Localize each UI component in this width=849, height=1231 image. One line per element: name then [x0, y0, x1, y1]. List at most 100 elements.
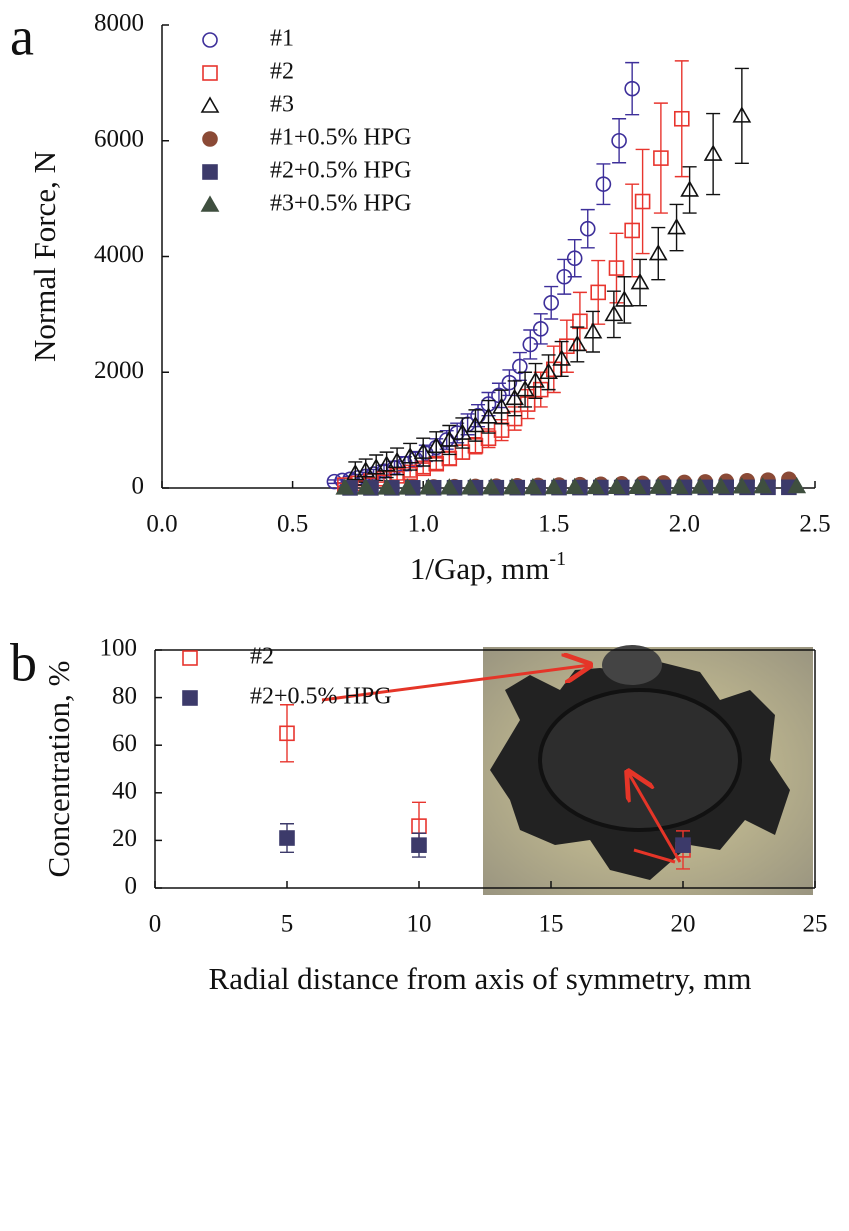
marker — [732, 477, 752, 494]
error-bar — [541, 354, 556, 391]
marker — [400, 447, 420, 464]
marker — [460, 478, 480, 495]
legend-label: #3+0.5% HPG — [270, 191, 412, 217]
error-bar — [625, 183, 640, 278]
x-axis-label: 1/Gap, mm-1 — [410, 548, 566, 587]
y-axis-label: Concentration, % — [41, 661, 76, 878]
marker — [583, 322, 603, 339]
marker — [572, 313, 588, 330]
error-bar — [570, 326, 585, 363]
error-bar — [507, 380, 522, 417]
error-bar — [523, 329, 538, 360]
x-axis-label: Radial distance from axis of symmetry, m… — [209, 961, 752, 996]
error-bar — [617, 276, 632, 324]
error-bar — [544, 285, 559, 320]
error-bar — [442, 424, 457, 456]
marker — [377, 478, 397, 495]
error-bar — [682, 166, 697, 214]
y-tick-label: 0 — [125, 873, 138, 900]
marker — [398, 478, 417, 495]
x-tick-label: 1.0 — [408, 511, 439, 538]
marker — [505, 388, 524, 406]
y-tick-label: 8000 — [94, 10, 144, 37]
marker — [413, 442, 433, 459]
x-tick-label: 15 — [539, 911, 564, 938]
marker — [552, 349, 572, 366]
marker — [586, 477, 605, 495]
y-tick-label: 40 — [112, 778, 137, 805]
legend-label: #2 — [270, 59, 294, 85]
marker — [279, 725, 295, 742]
marker — [439, 478, 459, 495]
y-tick-label: 2000 — [94, 357, 144, 384]
error-bar — [520, 388, 535, 420]
marker — [624, 222, 640, 239]
legend-label: #2 — [250, 644, 274, 670]
legend-marker — [202, 131, 218, 147]
y-tick-label: 100 — [100, 635, 138, 662]
x-axis-label-text: 1/Gap, mm — [410, 551, 550, 586]
marker — [279, 830, 295, 846]
marker — [515, 379, 535, 397]
marker — [492, 397, 511, 414]
marker — [628, 477, 647, 494]
marker — [532, 321, 549, 337]
marker — [690, 477, 710, 494]
error-bar — [674, 60, 689, 178]
error-bar — [468, 409, 483, 442]
x-axis-label-sup: -1 — [549, 548, 566, 570]
x-tick-label: 0 — [149, 911, 162, 938]
legend-marker — [202, 65, 218, 81]
marker — [604, 304, 624, 322]
y-tick-label: 4000 — [94, 241, 144, 268]
error-bar — [557, 258, 572, 295]
x-tick-label: 2.0 — [669, 511, 700, 538]
error-bar — [706, 112, 721, 196]
legend-marker — [182, 690, 198, 706]
x-tick-label: 25 — [803, 911, 828, 938]
error-bar — [546, 345, 561, 394]
error-bar — [625, 61, 640, 116]
error-bar — [653, 102, 668, 214]
marker — [675, 837, 691, 853]
marker — [567, 334, 587, 352]
marker — [411, 837, 427, 853]
marker — [501, 374, 518, 391]
marker — [502, 477, 522, 495]
error-bar — [606, 290, 621, 339]
marker — [624, 80, 640, 97]
marker — [426, 436, 446, 454]
legend-label: #2+0.5% HPG — [270, 158, 412, 184]
marker — [608, 260, 625, 276]
marker — [634, 193, 651, 210]
error-bar — [455, 417, 470, 449]
marker — [481, 477, 501, 495]
marker — [669, 477, 689, 494]
error-bar — [609, 232, 624, 304]
error-bar — [429, 431, 444, 462]
error-bar — [585, 310, 600, 353]
y-tick-label: 60 — [112, 730, 137, 757]
marker — [614, 290, 634, 307]
x-tick-label: 5 — [281, 911, 294, 938]
marker — [753, 476, 773, 494]
marker — [539, 362, 558, 380]
marker — [648, 477, 668, 494]
x-tick-label: 1.5 — [538, 511, 569, 538]
marker — [356, 478, 376, 495]
marker — [512, 358, 528, 375]
annotation-arrows — [321, 665, 682, 864]
x-tick-label: 0.0 — [146, 511, 177, 538]
legend-label: #1+0.5% HPG — [270, 125, 412, 151]
marker — [545, 361, 562, 378]
marker — [630, 272, 650, 290]
error-bar — [669, 203, 684, 252]
y-tick-label: 20 — [112, 825, 137, 852]
marker — [544, 477, 564, 495]
marker — [590, 284, 607, 301]
y-axis-label: Normal Force, N — [27, 151, 62, 362]
marker — [326, 473, 343, 490]
marker — [787, 476, 807, 494]
error-bar — [635, 148, 650, 255]
